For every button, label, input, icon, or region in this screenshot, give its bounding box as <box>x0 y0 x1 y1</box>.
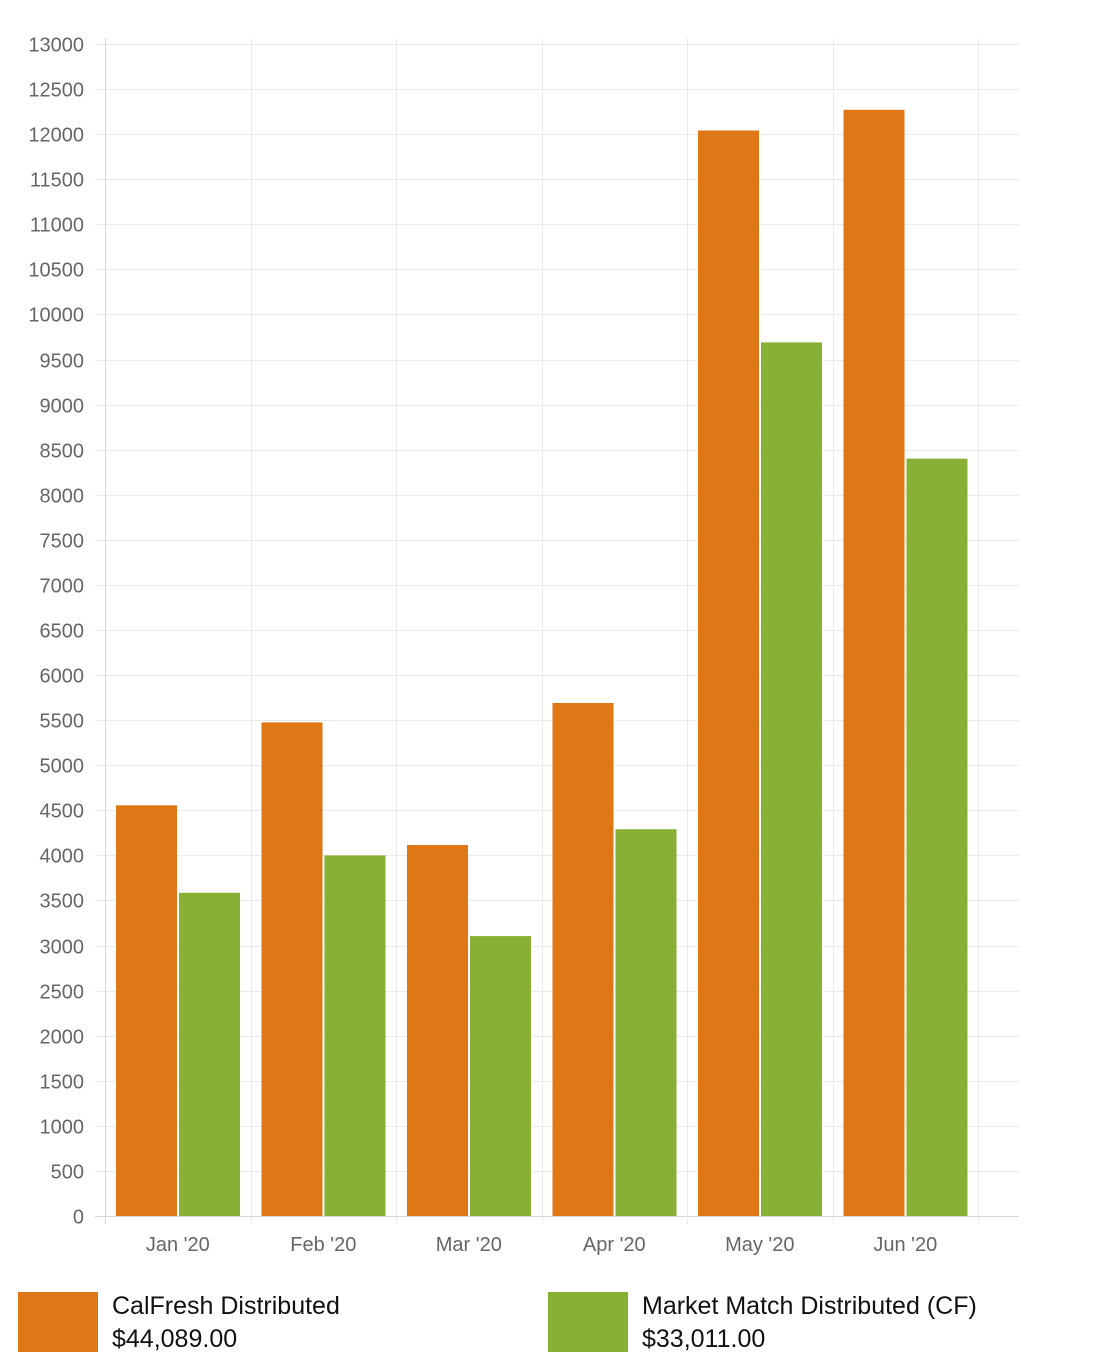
y-tick-label: 1500 <box>40 1072 85 1094</box>
y-tick-label: 9000 <box>40 396 85 418</box>
bar-calfresh[interactable] <box>407 845 468 1216</box>
legend-total-calfresh: $44,089.00 <box>112 1325 238 1353</box>
y-tick-label: 6500 <box>40 621 85 643</box>
y-tick-label: 11000 <box>30 215 84 237</box>
legend-text-calfresh: CalFresh Distributed $44,089.00 <box>112 1290 340 1356</box>
y-tick-label: 11500 <box>30 170 84 192</box>
bar-market-match[interactable] <box>761 342 822 1216</box>
legend-item-market-match[interactable]: Market Match Distributed (CF) $33,011.00 <box>548 1290 1078 1354</box>
bar-chart: 0 500 1000 1500 2000 2500 3000 3500 4000 4500 5000… <box>28 35 1019 1257</box>
legend-text-market-match: Market Match Distributed (CF) $33,011.00 <box>642 1290 977 1356</box>
y-tick-label: 2000 <box>40 1027 85 1049</box>
bar-calfresh[interactable] <box>698 130 759 1217</box>
bar-market-match[interactable] <box>179 892 240 1216</box>
legend-item-calfresh[interactable]: CalFresh Distributed $44,089.00 <box>18 1290 518 1354</box>
legend-total-market-match: $33,011.00 <box>642 1325 766 1353</box>
bar-calfresh[interactable] <box>261 722 323 1216</box>
y-tick-label: 8000 <box>40 486 85 508</box>
y-tick-label: 12000 <box>28 125 84 147</box>
bar-calfresh[interactable] <box>552 703 614 1216</box>
legend-label-market-match: Market Match Distributed (CF) <box>642 1292 977 1320</box>
bar-calfresh[interactable] <box>116 805 177 1216</box>
x-tick-label: Jan '20 <box>146 1234 210 1256</box>
y-tick-label: 6000 <box>40 666 85 688</box>
y-tick-label: 4500 <box>40 801 85 823</box>
bar-calfresh[interactable] <box>843 109 905 1216</box>
legend-label-calfresh: CalFresh Distributed <box>112 1292 340 1320</box>
y-tick-label: 3500 <box>40 891 85 913</box>
legend: CalFresh Distributed $44,089.00 Market M… <box>0 1290 1096 1354</box>
x-tick-label: Jun '20 <box>873 1234 937 1256</box>
y-tick-label: 3000 <box>40 937 85 959</box>
x-tick-label: Feb '20 <box>290 1234 356 1256</box>
y-tick-label: 4000 <box>40 846 85 868</box>
y-tick-label: 2500 <box>40 982 85 1004</box>
y-tick-label: 5500 <box>40 711 85 733</box>
x-tick-label: Apr '20 <box>583 1234 646 1256</box>
bars-layer <box>116 109 968 1217</box>
bar-market-match[interactable] <box>470 936 531 1216</box>
bar-market-match[interactable] <box>906 458 968 1216</box>
chart-svg: 0 500 1000 1500 2000 2500 3000 3500 4000 4500 5000… <box>28 35 1019 1257</box>
y-tick-label: 7500 <box>40 531 85 553</box>
bar-market-match[interactable] <box>324 855 386 1216</box>
y-tick-label: 0 <box>73 1207 84 1229</box>
y-tick-label: 7000 <box>40 576 85 598</box>
legend-swatch-calfresh <box>18 1292 98 1352</box>
y-tick-label: 1000 <box>40 1117 85 1139</box>
y-tick-label: 10000 <box>28 305 84 327</box>
x-tick-label: Mar '20 <box>436 1234 502 1256</box>
y-tick-label: 9500 <box>40 351 85 373</box>
x-tick-label: May '20 <box>725 1234 794 1256</box>
y-tick-label: 8500 <box>40 441 85 463</box>
y-tick-label: 10500 <box>28 260 84 282</box>
y-tick-label: 12500 <box>28 80 84 102</box>
y-tick-label: 13000 <box>28 35 84 57</box>
bar-market-match[interactable] <box>615 829 677 1216</box>
y-tick-label: 500 <box>51 1162 84 1184</box>
y-tick-label: 5000 <box>40 756 85 778</box>
tick-labels-layer: 0 500 1000 1500 2000 2500 3000 3500 4000 4500 5000… <box>28 35 937 1257</box>
legend-swatch-market-match <box>548 1292 628 1352</box>
